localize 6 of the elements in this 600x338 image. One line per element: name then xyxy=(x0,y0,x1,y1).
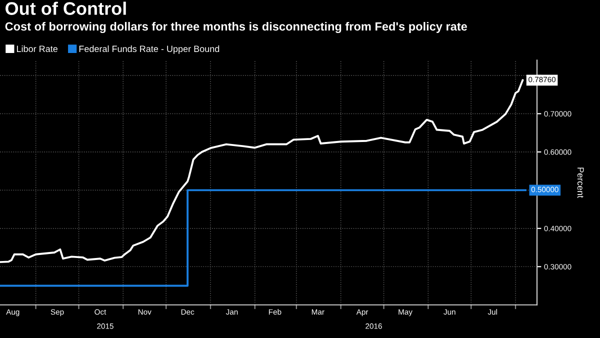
chart-subtitle: Cost of borrowing dollars for three months is disconnecting from Fed's policy rate xyxy=(5,22,468,34)
y-axis-title: Percent xyxy=(577,168,584,198)
legend-label: Federal Funds Rate - Upper Bound xyxy=(79,45,220,54)
line-series xyxy=(0,79,524,264)
chart-title: Out of Control xyxy=(6,2,126,15)
legend-label: Libor Rate xyxy=(16,45,58,52)
